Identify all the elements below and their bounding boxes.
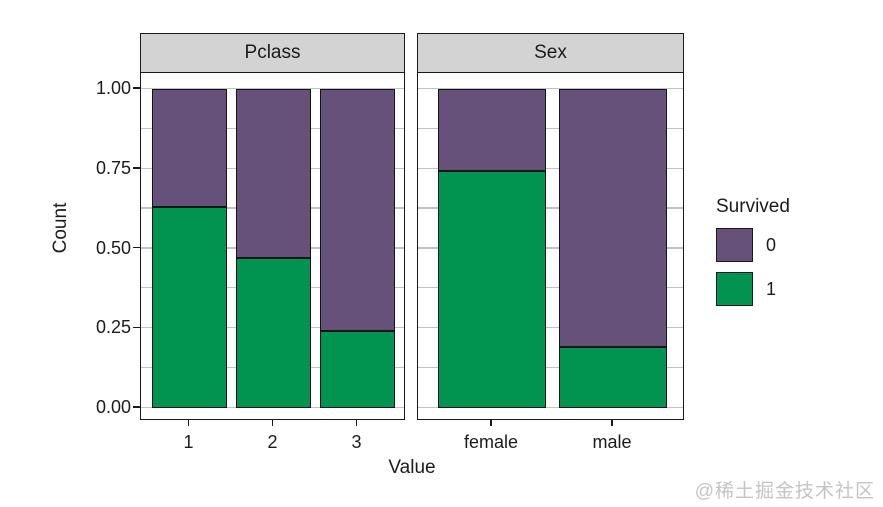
y-tick-label: 0.50	[95, 237, 131, 258]
legend-entry: 0	[716, 228, 790, 262]
x-tick-label: male	[592, 432, 632, 452]
x-tick-label: 2	[267, 432, 278, 452]
facet-panel-pclass	[140, 73, 405, 420]
facet-strip-pclass: Pclass	[140, 33, 405, 73]
bar-segment-survived-1	[438, 171, 546, 408]
gridline	[418, 87, 683, 89]
y-tick-label: 0.00	[95, 397, 131, 417]
y-axis-tick	[133, 326, 140, 328]
facet-pclass: Pclass	[140, 33, 405, 420]
legend-label: 0	[766, 234, 777, 255]
y-tick-label: 0.75	[95, 157, 131, 178]
gridline	[418, 127, 683, 129]
x-axis-tick	[355, 420, 358, 426]
gridline	[418, 247, 683, 249]
bar-segment-survived-1	[236, 257, 311, 408]
bar-segment-survived-1	[559, 346, 667, 408]
y-tick-label: 1.00	[95, 78, 131, 98]
facet-panel-sex	[417, 73, 684, 420]
bar-segment-survived-0	[559, 88, 667, 347]
y-axis-tick	[133, 406, 140, 408]
x-axis-tick	[490, 420, 492, 426]
watermark: @稀土掘金技术社区	[694, 481, 875, 502]
bar-segment-survived-1	[320, 330, 395, 408]
facet-sex: Sex	[417, 33, 684, 420]
x-tick-label: 3	[351, 432, 362, 452]
gridline	[418, 406, 683, 408]
gridline	[141, 87, 404, 89]
y-axis-tick	[133, 246, 140, 249]
legend-swatch-1	[716, 272, 753, 306]
x-axis-title: Value	[388, 457, 436, 478]
y-axis-tick	[133, 167, 140, 169]
y-tick-label: 0.25	[95, 317, 131, 338]
legend-title: Survived	[716, 196, 790, 217]
x-axis-tick	[611, 420, 613, 426]
gridline	[418, 287, 683, 289]
gridline	[418, 366, 683, 369]
gridline	[418, 167, 683, 169]
gridline	[418, 327, 683, 329]
x-axis-tick	[187, 420, 190, 426]
facet-strip-sex: Sex	[417, 33, 684, 73]
x-axis-tick	[271, 420, 274, 426]
legend-label: 1	[766, 278, 777, 299]
legend-entry: 1	[716, 272, 790, 306]
y-axis-tick	[133, 87, 140, 89]
bar-segment-survived-0	[236, 88, 311, 258]
bar-segment-survived-1	[152, 206, 227, 408]
bar-segment-survived-0	[152, 88, 227, 207]
x-tick-label: female	[463, 432, 519, 452]
legend-swatch-0	[716, 228, 753, 262]
bar-segment-survived-0	[320, 88, 395, 331]
gridline	[418, 207, 683, 209]
y-axis-title: Count	[50, 202, 71, 254]
x-tick-label: 1	[183, 432, 194, 452]
bar-segment-survived-0	[438, 88, 546, 172]
